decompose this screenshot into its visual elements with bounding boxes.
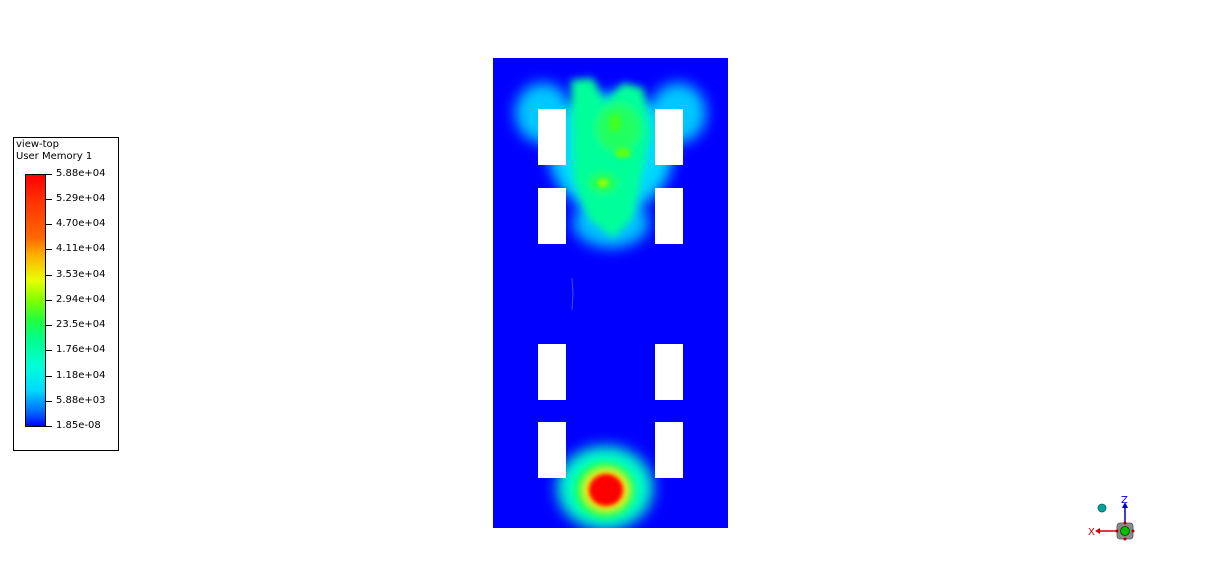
- legend-tick: [46, 224, 52, 225]
- contour-legend: view-top User Memory 1 5.88e+04 5.29e+04…: [13, 137, 119, 451]
- obstacle-block: [538, 344, 566, 400]
- triad-z-arrow-icon: [1122, 502, 1128, 508]
- legend-title: view-top User Memory 1: [16, 139, 92, 163]
- triad-origin-icon: [1120, 526, 1130, 536]
- legend-tick: [46, 401, 52, 402]
- legend-tick-label: 5.88e+03: [56, 395, 106, 406]
- legend-tick: [46, 300, 52, 301]
- legend-tick-label: 1.76e+04: [56, 344, 106, 355]
- triad-handle-icon: [1123, 537, 1127, 541]
- legend-tick-label: 2.94e+04: [56, 294, 106, 305]
- obstacle-block: [655, 422, 683, 478]
- lower-plume-hotspot: [589, 474, 623, 506]
- triad-x-arrow-icon: [1095, 528, 1100, 534]
- legend-tick: [46, 350, 52, 351]
- legend-tick-label: 4.70e+04: [56, 218, 106, 229]
- legend-tick-label: 1.18e+04: [56, 370, 106, 381]
- legend-tick: [46, 325, 52, 326]
- legend-tick-label: 1.85e-08: [56, 420, 101, 431]
- contour-plot[interactable]: [493, 58, 728, 528]
- triad-handle-icon: [1123, 521, 1127, 525]
- domain-artifact: [571, 277, 574, 311]
- triad-handle-icon: [1115, 529, 1119, 533]
- legend-variable-name: User Memory 1: [16, 151, 93, 162]
- legend-tick: [46, 249, 52, 250]
- upper-plume-core: [571, 78, 651, 238]
- obstacle-block: [538, 422, 566, 478]
- colorbar: [25, 174, 46, 427]
- upper-plume-hotspots: [598, 114, 631, 187]
- legend-tick-label: 23.5e+04: [56, 319, 106, 330]
- triad-x-label: X: [1088, 527, 1095, 538]
- legend-tick: [46, 174, 52, 175]
- triad-z-label: Z: [1121, 495, 1128, 506]
- obstacle-block: [655, 188, 683, 244]
- obstacle-block: [655, 344, 683, 400]
- triad-handle-icon: [1131, 529, 1135, 533]
- domain-inlet-notch: [594, 58, 628, 60]
- legend-tick: [46, 376, 52, 377]
- legend-tick: [46, 275, 52, 276]
- legend-tick-label: 4.11e+04: [56, 243, 106, 254]
- legend-tick-label: 3.53e+04: [56, 269, 106, 280]
- obstacle-block: [538, 188, 566, 244]
- legend-view-name: view-top: [16, 139, 60, 150]
- obstacle-block: [538, 109, 566, 165]
- triad-y-axis-ball-icon: [1097, 503, 1107, 513]
- legend-tick: [46, 199, 52, 200]
- axis-triad[interactable]: Z X: [1086, 494, 1142, 546]
- legend-tick-label: 5.88e+04: [56, 168, 106, 179]
- legend-tick: [46, 426, 52, 427]
- legend-tick-label: 5.29e+04: [56, 193, 106, 204]
- obstacle-block: [655, 109, 683, 165]
